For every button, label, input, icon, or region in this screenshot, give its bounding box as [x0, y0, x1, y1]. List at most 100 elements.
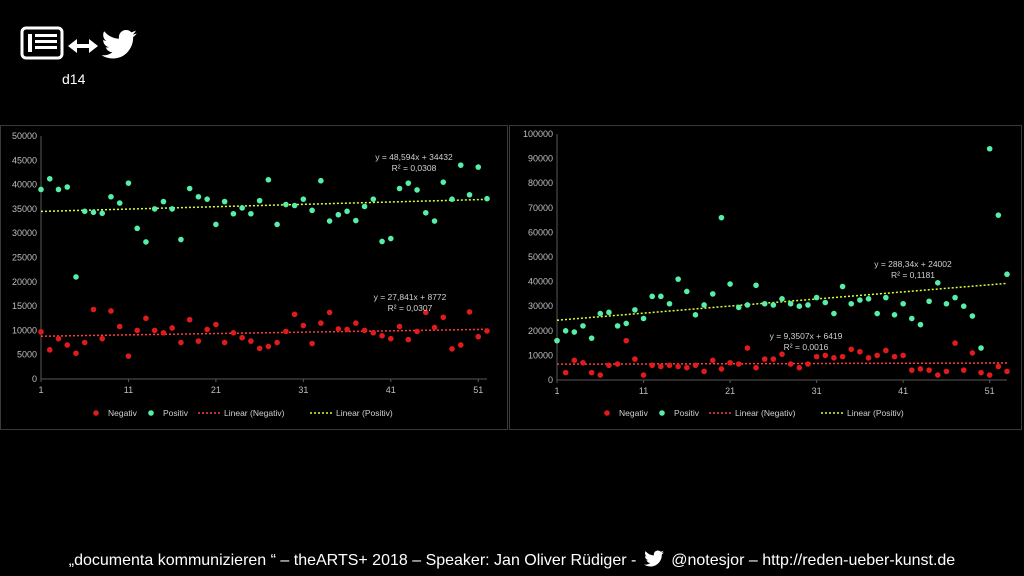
y-tick-label: 80000 — [528, 178, 553, 188]
y-tick-label: 0 — [548, 375, 553, 385]
y-tick-label: 60000 — [528, 227, 553, 237]
negativ-point — [90, 306, 97, 313]
negativ-point — [55, 335, 62, 342]
positiv-point — [978, 345, 984, 351]
positiv-point — [344, 208, 350, 215]
negativ-point — [917, 366, 924, 372]
negativ-point — [727, 359, 733, 366]
y-tick-label: 100000 — [523, 129, 553, 139]
trendline-positiv — [556, 282, 1008, 321]
negativ-point — [291, 311, 298, 318]
trendline-equation: y = 27,841x + 8772 — [374, 292, 447, 302]
positiv-point — [874, 310, 880, 317]
negativ-point — [274, 339, 280, 346]
positiv-point — [221, 198, 228, 205]
negativ-point — [431, 324, 438, 331]
y-tick-label: 30000 — [528, 301, 553, 311]
positiv-point — [770, 302, 777, 308]
positiv-point — [986, 145, 993, 152]
positiv-point — [388, 235, 394, 242]
legend-positiv-marker — [659, 410, 665, 416]
negativ-point — [934, 372, 941, 378]
legend-positiv-marker — [148, 410, 154, 416]
x-tick-label: 11 — [639, 386, 648, 396]
negativ-point — [239, 334, 245, 341]
negativ-point — [440, 314, 447, 321]
positiv-point — [431, 218, 438, 224]
trendline-r2: R² = 0,1181 — [891, 270, 935, 280]
positiv-point — [649, 293, 655, 300]
positiv-point — [484, 195, 490, 202]
negativ-point — [169, 325, 175, 331]
negativ-point — [414, 328, 420, 335]
negativ-point — [160, 330, 167, 336]
negativ-point — [484, 328, 490, 334]
x-tick-label: 41 — [386, 385, 396, 395]
positiv-point — [178, 236, 184, 243]
negativ-point — [361, 327, 368, 334]
positiv-point — [761, 300, 768, 307]
positiv-point — [666, 300, 673, 307]
header-logo — [20, 24, 160, 74]
y-tick-label: 35000 — [12, 204, 37, 214]
positiv-point — [701, 302, 707, 308]
positiv-point — [614, 323, 621, 329]
positiv-point — [64, 184, 71, 190]
negativ-point — [204, 326, 210, 333]
y-tick-label: 40000 — [12, 180, 37, 190]
positiv-point — [248, 210, 254, 217]
positiv-point — [597, 310, 604, 317]
negativ-point — [857, 348, 863, 355]
positiv-point — [580, 323, 586, 329]
negativ-point — [666, 362, 673, 369]
positiv-point — [917, 321, 924, 328]
negativ-point — [248, 338, 254, 344]
negativ-point — [978, 369, 984, 376]
positiv-point — [283, 201, 289, 208]
positiv-point — [422, 209, 429, 216]
negativ-point — [623, 337, 630, 344]
positiv-point — [675, 276, 681, 282]
positiv-point — [943, 300, 950, 307]
positiv-point — [571, 329, 578, 335]
positiv-point — [831, 310, 837, 317]
x-tick-label: 31 — [298, 385, 308, 395]
negativ-point — [813, 353, 820, 360]
x-tick-label: 51 — [985, 386, 995, 396]
negativ-point — [64, 342, 71, 348]
y-tick-label: 10000 — [528, 350, 553, 360]
negativ-point — [606, 362, 612, 369]
negativ-point — [230, 330, 237, 336]
positiv-point — [55, 186, 62, 193]
negativ-point — [370, 330, 377, 336]
positiv-point — [291, 202, 298, 209]
positiv-point — [926, 298, 932, 305]
trendline-r2: R² = 0,0307 — [388, 303, 433, 313]
positiv-point — [335, 211, 342, 218]
negativ-point — [701, 368, 707, 375]
y-tick-label: 0 — [32, 374, 37, 384]
positiv-point — [796, 303, 803, 309]
negativ-point — [787, 361, 794, 367]
positiv-point — [99, 210, 106, 217]
positiv-point — [169, 206, 175, 212]
positiv-point — [256, 197, 263, 204]
negativ-point — [909, 367, 915, 373]
negativ-point — [1004, 368, 1010, 375]
legend-positiv-label: Positiv — [163, 408, 189, 418]
positiv-point — [857, 297, 863, 303]
negativ-point — [326, 309, 333, 316]
negativ-point — [718, 366, 725, 372]
positiv-point — [125, 180, 132, 186]
footer-text-before: „documenta kommunizieren “ – theARTS+ 20… — [68, 552, 637, 569]
negativ-point — [839, 353, 846, 360]
negativ-point — [143, 315, 149, 322]
negativ-point — [353, 320, 359, 326]
positiv-point — [909, 315, 915, 322]
negativ-point — [195, 338, 202, 344]
negativ-point — [571, 357, 578, 364]
negativ-point — [649, 362, 655, 369]
positiv-point — [370, 196, 377, 202]
positiv-point — [900, 300, 906, 307]
negativ-point — [675, 363, 681, 370]
